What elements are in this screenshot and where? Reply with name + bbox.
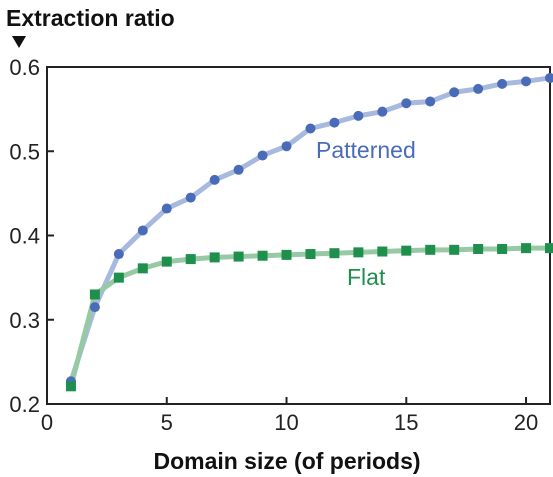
point-flat bbox=[113, 272, 124, 283]
x-axis-title: Domain size (of periods) bbox=[153, 448, 420, 474]
y-tick-label: 0.2 bbox=[9, 392, 40, 417]
point-flat bbox=[473, 243, 484, 254]
point-patterned bbox=[473, 83, 484, 94]
point-patterned bbox=[113, 249, 124, 260]
point-flat bbox=[137, 263, 148, 274]
y-tick-label: 0.6 bbox=[9, 55, 40, 80]
point-flat bbox=[161, 256, 172, 267]
plot-frame bbox=[46, 66, 551, 405]
point-patterned bbox=[497, 78, 508, 89]
point-flat bbox=[497, 243, 508, 254]
point-patterned bbox=[185, 192, 196, 203]
point-flat bbox=[521, 243, 532, 254]
point-flat bbox=[89, 289, 100, 300]
point-patterned bbox=[353, 110, 364, 121]
point-flat bbox=[329, 248, 340, 259]
point-flat bbox=[401, 245, 412, 256]
point-patterned bbox=[233, 164, 244, 175]
point-patterned bbox=[305, 123, 316, 134]
point-flat bbox=[449, 244, 460, 255]
point-flat bbox=[257, 250, 268, 261]
y-tick-label: 0.4 bbox=[9, 224, 40, 249]
point-patterned bbox=[401, 98, 412, 109]
point-patterned bbox=[545, 72, 553, 83]
point-patterned bbox=[449, 87, 460, 98]
point-patterned bbox=[161, 203, 172, 214]
series-label-patterned: Patterned bbox=[316, 137, 416, 163]
point-patterned bbox=[137, 225, 148, 236]
y-tick-label: 0.3 bbox=[9, 308, 40, 333]
axis-ticks: 0.2 0.3 0.4 0.5 0.6 0 5 10 15 20 bbox=[9, 55, 538, 435]
point-flat bbox=[377, 246, 388, 257]
x-tick-label: 20 bbox=[514, 410, 538, 435]
point-patterned bbox=[209, 174, 220, 185]
x-tick-label: 5 bbox=[161, 410, 173, 435]
point-patterned bbox=[257, 150, 268, 161]
point-flat bbox=[233, 251, 244, 262]
point-patterned bbox=[89, 302, 100, 313]
point-flat bbox=[305, 249, 316, 260]
y-axis-arrow-icon bbox=[12, 36, 26, 48]
x-tick-label: 0 bbox=[41, 410, 53, 435]
point-flat bbox=[209, 252, 220, 263]
point-flat bbox=[425, 244, 436, 255]
series-markers bbox=[65, 72, 553, 392]
point-patterned bbox=[281, 141, 292, 152]
point-patterned bbox=[425, 96, 436, 107]
series-label-flat: Flat bbox=[347, 264, 386, 290]
point-patterned bbox=[329, 117, 340, 128]
point-patterned bbox=[521, 76, 532, 87]
y-tick-label: 0.5 bbox=[9, 139, 40, 164]
x-tick-label: 15 bbox=[394, 410, 418, 435]
y-axis-title: Extraction ratio bbox=[6, 5, 175, 31]
point-flat bbox=[545, 243, 553, 254]
point-flat bbox=[65, 381, 76, 392]
point-patterned bbox=[377, 106, 388, 117]
x-tick-label: 10 bbox=[274, 410, 298, 435]
point-flat bbox=[185, 254, 196, 265]
point-flat bbox=[281, 249, 292, 260]
point-flat bbox=[353, 247, 364, 258]
